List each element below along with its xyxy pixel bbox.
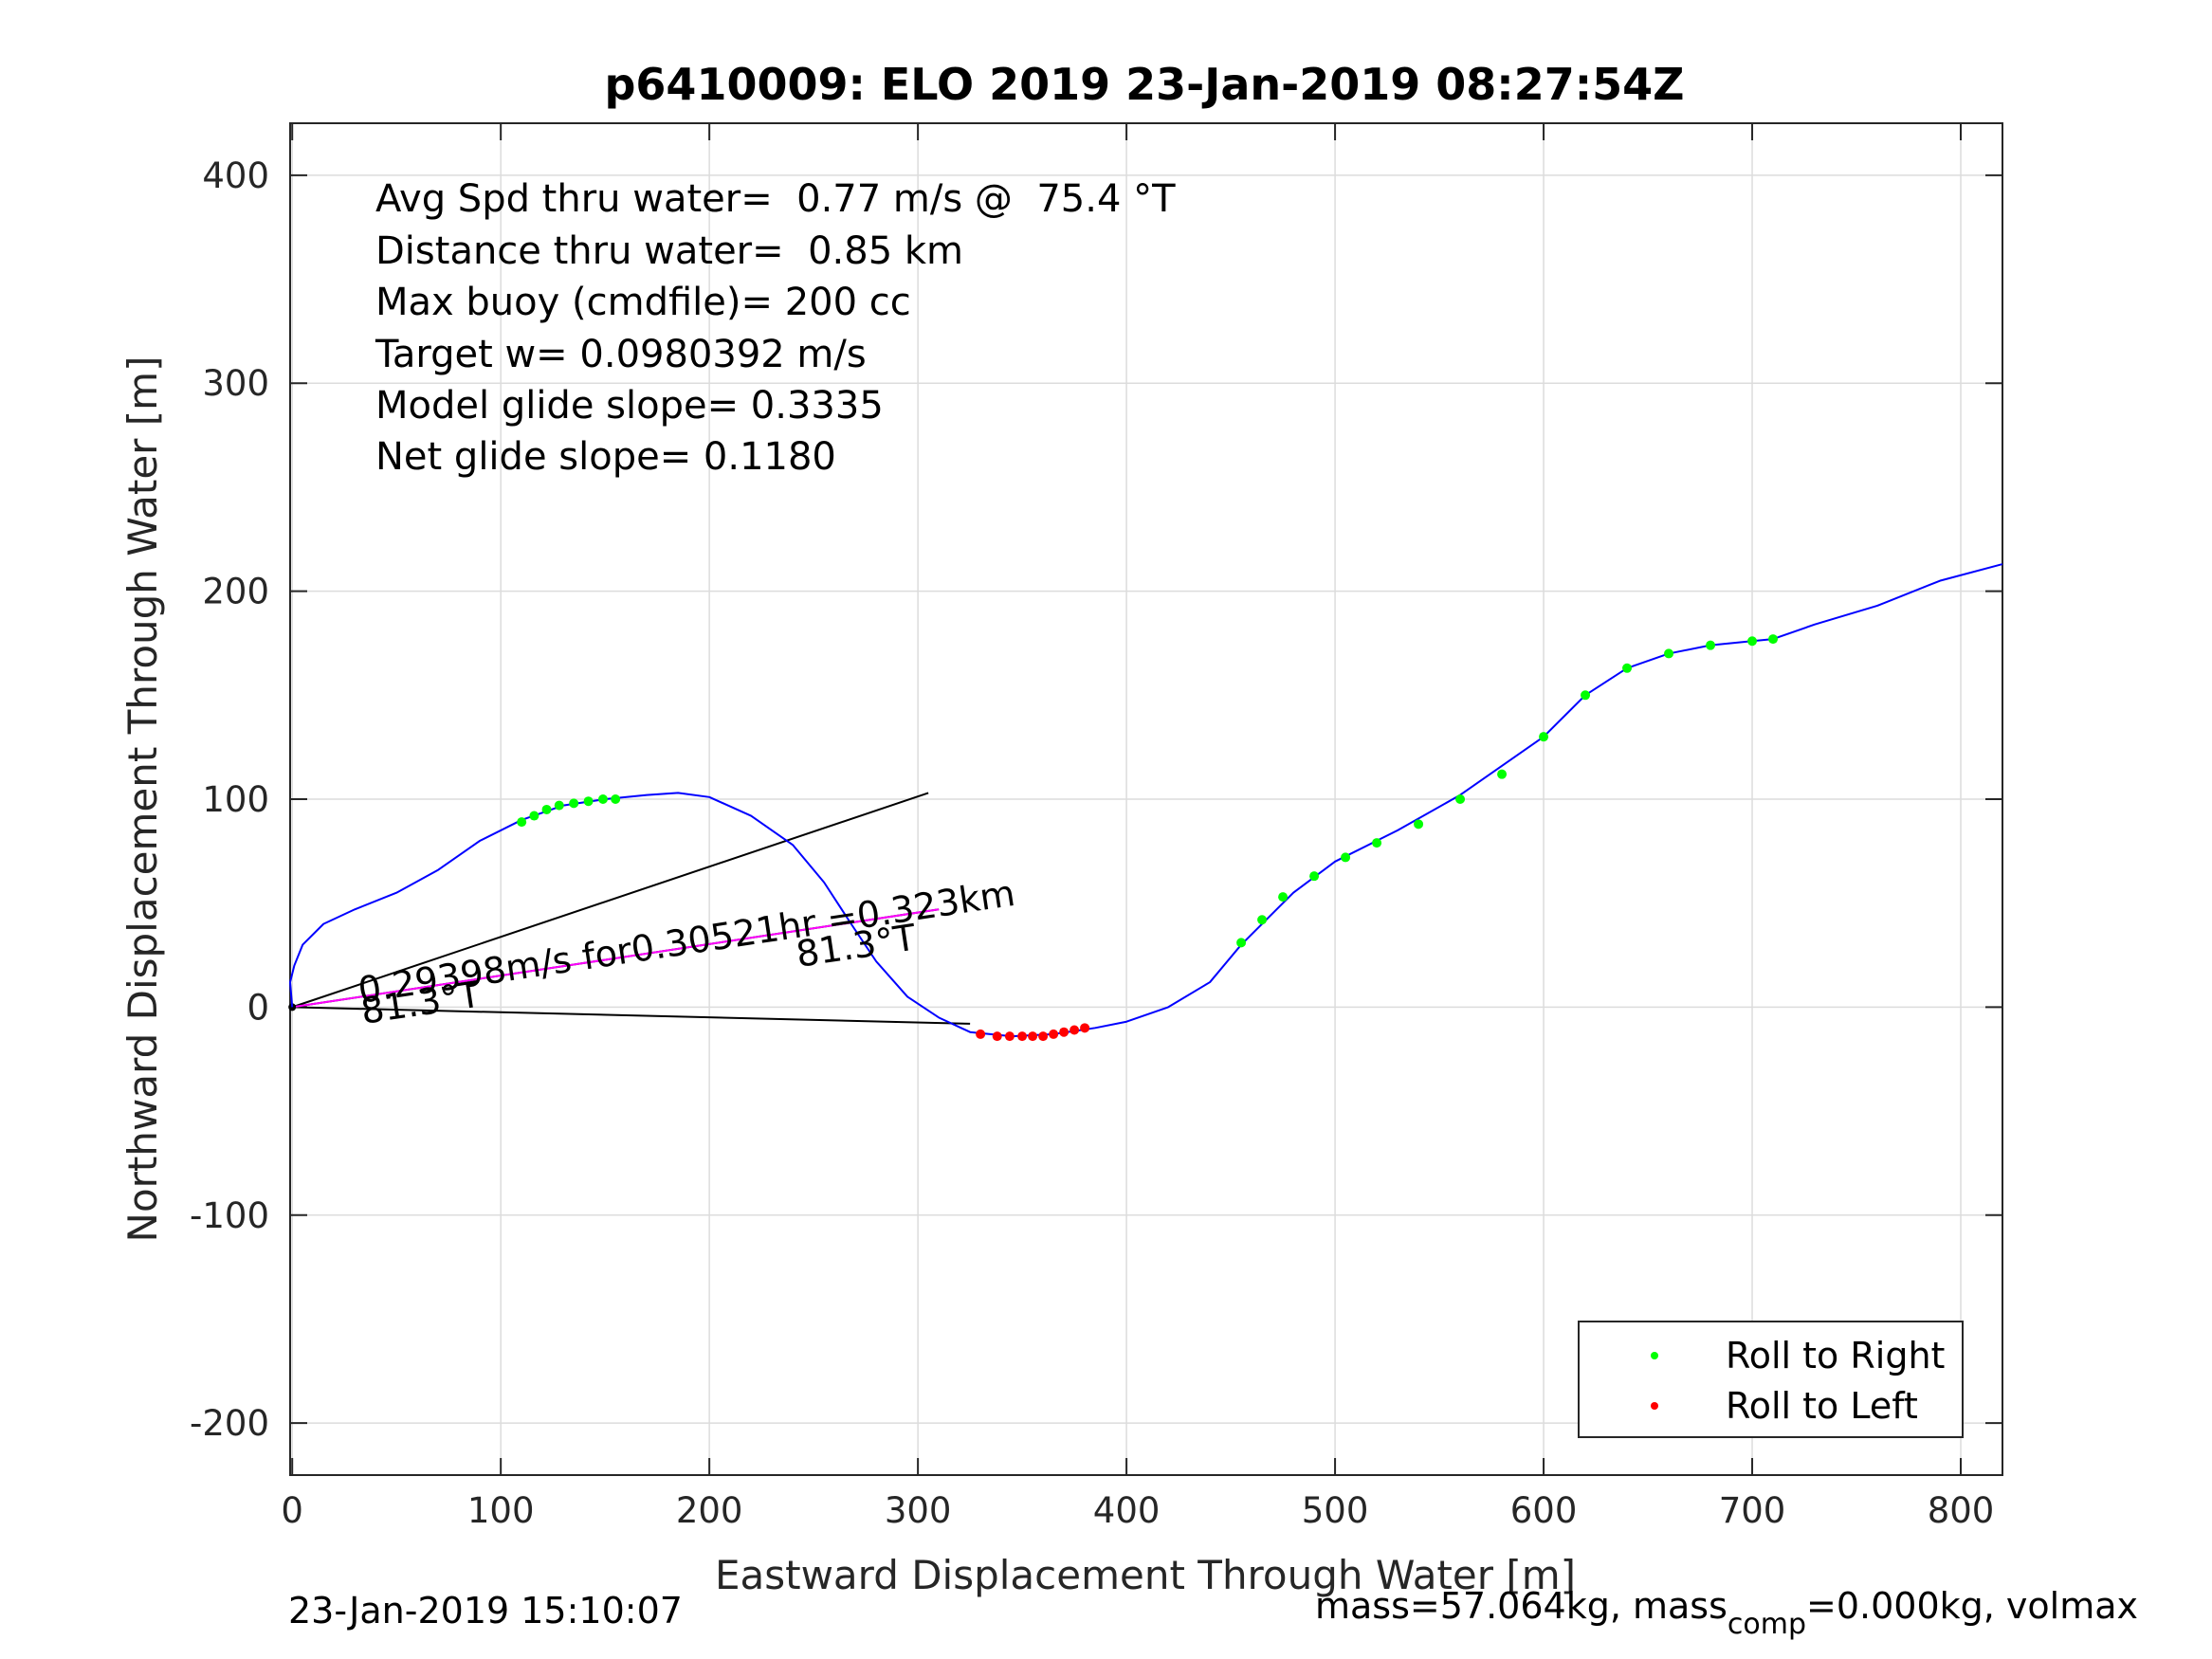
roll-to-left-point: [1059, 1027, 1069, 1037]
roll-to-right-point: [1257, 915, 1268, 925]
direction-line-upper: [291, 792, 929, 1009]
roll-to-left-point: [1049, 1029, 1059, 1039]
roll-to-right-point: [583, 796, 594, 807]
x-tick-label: 400: [1093, 1490, 1161, 1531]
legend-marker-roll-left: [1651, 1402, 1658, 1410]
footer-mass-info: mass=57.064kg, masscomp=0.000kg, volmax: [1315, 1585, 2138, 1641]
y-tick-label: 100: [202, 779, 269, 820]
footer-timestamp: 23-Jan-2019 15:10:07: [288, 1590, 683, 1632]
y-tick-label: -200: [190, 1403, 269, 1444]
roll-to-right-point: [597, 794, 608, 804]
x-tick-label: 0: [281, 1490, 303, 1531]
x-tick-label: 500: [1302, 1490, 1369, 1531]
roll-to-right-point: [1309, 871, 1320, 882]
roll-to-right-point: [541, 804, 552, 814]
y-axis-label: Northward Displacement Through Water [m]: [119, 356, 166, 1243]
roll-to-right-point: [554, 800, 564, 811]
roll-to-right-point: [1747, 636, 1758, 647]
legend-label-roll-right: Roll to Right: [1726, 1335, 1945, 1376]
data-series: [289, 563, 2003, 1042]
x-tick-label: 700: [1719, 1490, 1786, 1531]
footer-mass-sub: comp: [1728, 1608, 1806, 1641]
y-tick-label: 0: [247, 987, 269, 1028]
roll-to-right-point: [1664, 648, 1674, 659]
roll-to-right-point: [1341, 852, 1351, 863]
x-tick-label: 600: [1510, 1490, 1578, 1531]
y-tick-label: -100: [190, 1195, 269, 1236]
roll-to-right-point: [569, 798, 579, 809]
axis-ticks: 0 100 200 300 400 500 600 700 800 -200 -100 0 100 200…: [190, 123, 2002, 1531]
roll-to-right-point: [1455, 794, 1466, 804]
x-tick-label: 200: [676, 1490, 743, 1531]
roll-to-right-point: [1706, 640, 1716, 650]
roll-to-right-point: [611, 794, 621, 804]
roll-to-right-point: [1372, 838, 1382, 848]
current-vector: [292, 908, 940, 1009]
roll-to-right-point: [1581, 690, 1591, 701]
x-tick-label: 800: [1928, 1490, 1995, 1531]
y-tick-label: 300: [202, 363, 269, 404]
track-line: [289, 563, 2003, 1038]
footer-mass-prefix: mass=57.064kg, mass: [1315, 1585, 1728, 1627]
stat-model-glide-slope: Model glide slope= 0.3335: [375, 384, 884, 428]
roll-to-left-point: [1004, 1031, 1015, 1042]
stat-distance: Distance thru water= 0.85 km: [375, 229, 963, 273]
x-tick-label: 100: [467, 1490, 535, 1531]
roll-to-right-point: [529, 811, 539, 821]
stats-block: Avg Spd thru water= 0.77 m/s @ 75.4 °T D…: [375, 177, 1176, 479]
stat-target-w: Target w= 0.0980392 m/s: [375, 333, 867, 376]
y-tick-label: 200: [202, 572, 269, 612]
footer-mass-suffix: =0.000kg, volmax: [1806, 1585, 2138, 1627]
stat-avg-speed: Avg Spd thru water= 0.77 m/s @ 75.4 °T: [375, 177, 1176, 221]
stat-max-buoy: Max buoy (cmdfile)= 200 cc: [375, 281, 911, 324]
x-tick-label: 300: [885, 1490, 952, 1531]
roll-to-left-point: [1038, 1031, 1049, 1042]
legend-label-roll-left: Roll to Left: [1726, 1385, 1918, 1427]
legend-box: [1578, 1321, 1964, 1438]
roll-to-right-point: [1539, 732, 1549, 742]
roll-to-right-point: [1278, 892, 1289, 902]
roll-to-right-point: [1414, 819, 1424, 830]
chart-title: p6410009: ELO 2019 23-Jan-2019 08:27:54Z: [605, 59, 1685, 110]
legend-marker-roll-right: [1651, 1352, 1658, 1359]
roll-to-left-point: [1069, 1025, 1080, 1035]
roll-to-left-point: [976, 1029, 986, 1039]
x-axis-label: Eastward Displacement Through Water [m]: [715, 1552, 1576, 1598]
roll-to-right-point: [1236, 938, 1247, 948]
roll-to-right-point: [517, 817, 527, 828]
legend: Roll to Right Roll to Left: [1578, 1321, 1964, 1438]
roll-to-right-point: [1622, 663, 1633, 673]
roll-to-right-point: [1497, 769, 1508, 779]
roll-to-left-point: [1080, 1023, 1090, 1033]
roll-to-left-point: [1017, 1031, 1028, 1042]
roll-to-left-point: [1028, 1031, 1038, 1042]
reference-lines: [288, 792, 971, 1025]
stat-net-glide-slope: Net glide slope= 0.1180: [375, 435, 836, 479]
direction-line-lower: [292, 1006, 971, 1025]
roll-to-left-point: [992, 1031, 1002, 1042]
roll-to-right-point: [1768, 634, 1779, 645]
y-tick-label: 400: [202, 155, 269, 196]
